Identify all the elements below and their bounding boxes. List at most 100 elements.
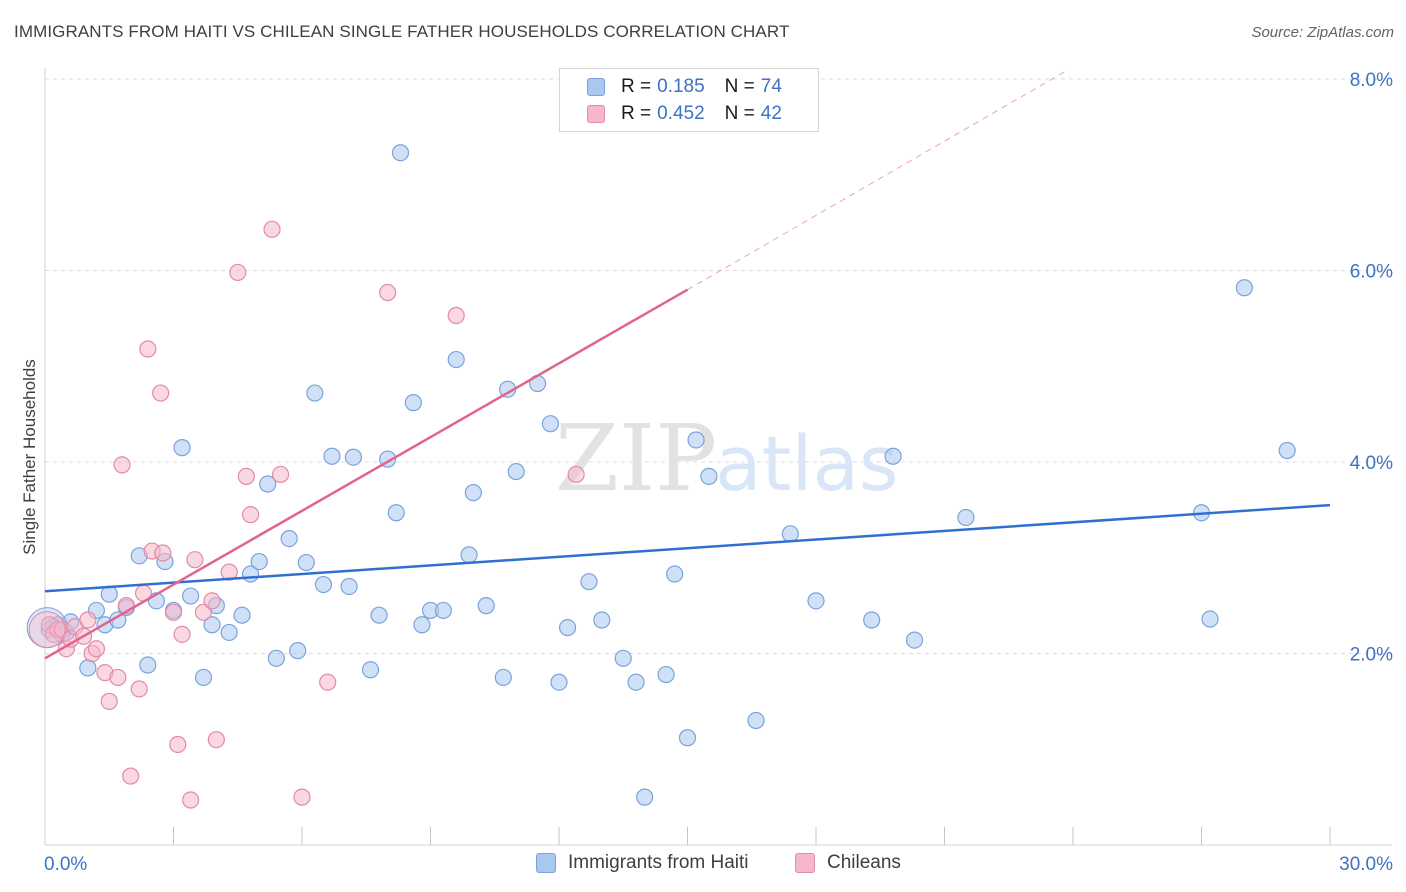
- haiti-point: [314, 575, 333, 594]
- y-axis-title: Single Father Households: [20, 359, 39, 555]
- legend-r-label: R =: [621, 76, 652, 97]
- haiti-point: [79, 659, 97, 677]
- y-tick-label: 4.0%: [1350, 453, 1393, 474]
- haiti-point: [289, 642, 307, 660]
- legend-swatch-pink: [587, 105, 605, 123]
- haiti-point: [477, 597, 495, 615]
- chileans-point: [229, 263, 247, 282]
- haiti-point: [636, 788, 654, 806]
- chileans-point: [447, 306, 465, 325]
- haiti-point: [807, 592, 825, 610]
- haiti-point: [863, 611, 881, 629]
- haiti-point: [447, 350, 465, 369]
- legend-item-haiti[interactable]: Immigrants from Haiti: [536, 852, 749, 874]
- haiti-point: [614, 649, 632, 667]
- chileans-point: [79, 611, 97, 629]
- haiti-point: [280, 529, 298, 548]
- legend-swatch-blue: [536, 853, 556, 873]
- haiti-point: [550, 673, 568, 691]
- haiti-point: [747, 711, 765, 730]
- haiti-point: [781, 525, 799, 543]
- chileans-point: [194, 603, 213, 621]
- haiti-point: [1278, 441, 1296, 460]
- chileans-point-cluster: [28, 611, 66, 649]
- legend-r-value: 0.185: [657, 76, 705, 97]
- chileans-trend-extension: [687, 68, 1069, 291]
- haiti-point: [957, 508, 975, 527]
- chileans-point: [203, 592, 221, 610]
- haiti-point: [344, 448, 362, 466]
- haiti-point: [259, 475, 277, 493]
- chileans-point: [271, 465, 290, 484]
- haiti-point: [580, 573, 598, 591]
- haiti-point: [361, 661, 380, 679]
- chart-source: Source: ZipAtlas.com: [1251, 24, 1394, 41]
- tick-labels: 2.0% 4.0% 6.0% 8.0% 0.0% 30.0%: [44, 70, 1393, 875]
- legend-n-value: 42: [760, 103, 782, 124]
- legend-item-chileans[interactable]: Chileans: [795, 852, 901, 874]
- haiti-point: [413, 616, 431, 634]
- legend-n-label: N =: [724, 103, 755, 124]
- chileans-point: [152, 384, 170, 402]
- chileans-point: [109, 668, 127, 687]
- haiti-point: [173, 439, 191, 457]
- haiti-point: [370, 606, 388, 624]
- haiti-point: [507, 462, 525, 481]
- y-tick-label: 8.0%: [1350, 70, 1393, 91]
- y-tick-label: 6.0%: [1350, 262, 1393, 283]
- legend-swatch-blue: [587, 78, 605, 96]
- chileans-point: [263, 220, 281, 238]
- legend-n-label: N =: [724, 76, 755, 97]
- haiti-point: [905, 631, 924, 649]
- haiti-point: [306, 384, 324, 402]
- watermark-atlas: atlas: [715, 419, 899, 508]
- haiti-point: [464, 484, 482, 502]
- haiti-point: [1201, 610, 1219, 628]
- chileans-point: [154, 544, 172, 562]
- chileans-point: [319, 673, 337, 691]
- haiti-point: [558, 619, 577, 637]
- haiti-point: [593, 611, 611, 629]
- haiti-point: [666, 565, 684, 583]
- haiti-point: [387, 504, 405, 522]
- chileans-point: [207, 731, 225, 749]
- chileans-point: [242, 506, 260, 524]
- trend-lines: [44, 68, 1331, 660]
- legend-label-chileans: Chileans: [827, 852, 901, 873]
- legend-row-chileans: R = 0.452 N = 42: [587, 102, 782, 126]
- series-legend: Immigrants from Haiti Chileans: [0, 852, 1406, 876]
- watermark-zip: ZIP: [555, 405, 717, 512]
- legend-row-haiti: R = 0.185 N = 74: [587, 75, 782, 99]
- haiti-point: [657, 665, 675, 684]
- haiti-point: [250, 552, 268, 571]
- chart-title: IMMIGRANTS FROM HAITI VS CHILEAN SINGLE …: [14, 22, 790, 41]
- legend-r-label: R =: [621, 103, 652, 124]
- chileans-point: [293, 788, 311, 806]
- haiti-point: [267, 649, 285, 667]
- chileans-point: [87, 640, 106, 658]
- haiti-point: [233, 606, 251, 624]
- correlation-legend: R = 0.185 N = 74 R = 0.452 N = 42: [559, 68, 819, 132]
- haiti-point: [404, 394, 422, 412]
- x-tick-label: 0.0%: [44, 854, 87, 875]
- series-chileans-points: [28, 220, 585, 809]
- chileans-trend-line: [44, 288, 689, 660]
- chileans-point: [122, 767, 140, 785]
- haiti-point: [678, 729, 697, 747]
- haiti-point: [460, 546, 478, 564]
- haiti-point: [627, 673, 645, 691]
- x-tick-label: 30.0%: [1339, 854, 1393, 875]
- haiti-point: [391, 144, 410, 162]
- haiti-trend-line: [44, 503, 1331, 593]
- haiti-point: [203, 616, 221, 634]
- chileans-point: [130, 680, 148, 698]
- chileans-point: [567, 465, 585, 484]
- haiti-point: [194, 668, 213, 687]
- legend-n-value: 74: [760, 76, 782, 97]
- haiti-point: [323, 447, 341, 465]
- haiti-point: [1235, 279, 1253, 297]
- y-tick-label: 2.0%: [1350, 645, 1393, 666]
- chileans-point: [169, 735, 187, 754]
- chileans-point: [182, 791, 200, 809]
